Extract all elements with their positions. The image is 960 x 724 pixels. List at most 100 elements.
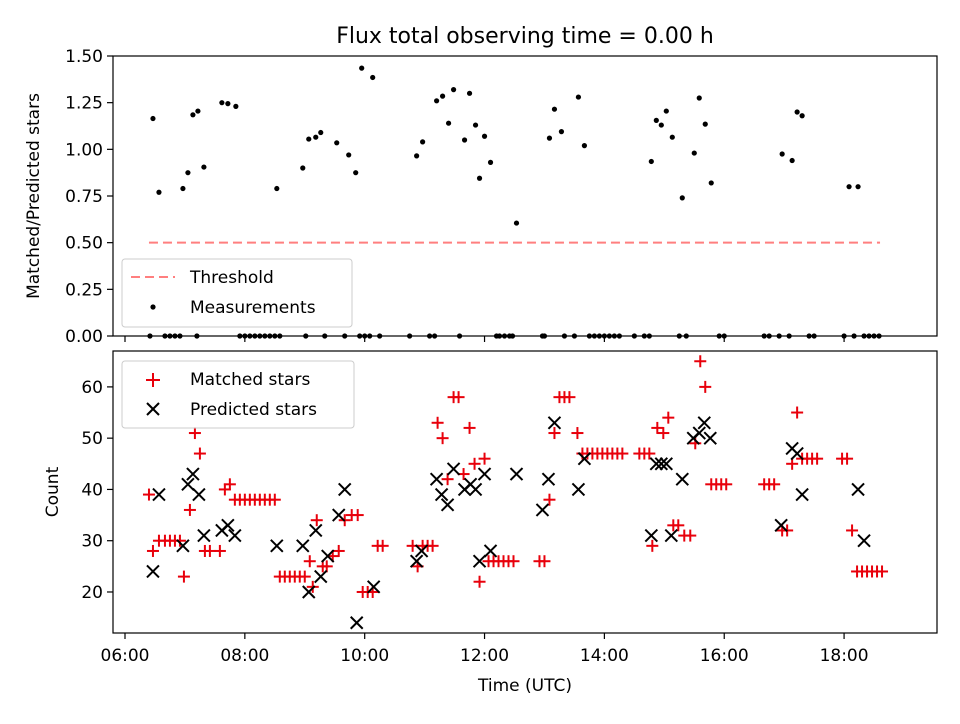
measurement-point — [575, 94, 582, 100]
matched-star-point — [376, 539, 389, 552]
matched-star-point — [473, 575, 486, 588]
matched-star-point — [571, 427, 584, 440]
y-tick-label: 60 — [81, 378, 103, 398]
matched-star-point — [478, 452, 491, 465]
matched-star-point — [441, 473, 454, 486]
predicted-star-point — [446, 462, 461, 476]
y-tick-label: 20 — [81, 583, 103, 603]
predicted-star-point — [857, 534, 871, 548]
y-tick-label: 0.25 — [65, 280, 103, 300]
matched-star-point — [310, 514, 323, 527]
x-tick-label: 08:00 — [220, 646, 269, 666]
legend-matched-swatch — [146, 373, 160, 387]
predicted-star-point — [332, 508, 346, 522]
predicted-star-point — [535, 503, 550, 517]
bottom-y-axis-label: Count — [43, 466, 63, 517]
matched-star-point — [768, 478, 781, 491]
measurement-point — [708, 180, 714, 186]
bottom-legend: Matched stars Predicted stars — [121, 360, 355, 429]
matched-star-point — [684, 529, 697, 542]
matched-star-point — [436, 432, 449, 445]
predicted-star-point — [429, 472, 444, 486]
top-legend: Threshold Measurements — [121, 258, 353, 328]
predicted-star-point — [472, 554, 487, 568]
predicted-star-point — [703, 431, 717, 445]
matched-star-point — [548, 427, 561, 440]
measurement-point — [663, 108, 669, 114]
matched-star-point — [811, 452, 824, 465]
top-y-axis-label: Matched/Predicted stars — [24, 93, 44, 299]
measurement-point — [481, 133, 488, 139]
measurement-point — [696, 95, 702, 101]
y-tick-label: 1.50 — [65, 47, 103, 67]
bottom-plot-frame — [112, 350, 938, 634]
matched-star-point — [351, 509, 364, 522]
measurement-point — [219, 100, 225, 106]
legend-threshold-label: Threshold — [189, 268, 274, 288]
measurement-point — [702, 121, 708, 127]
matched-star-point — [538, 555, 551, 568]
measurement-point — [551, 106, 558, 112]
predicted-star-point — [790, 446, 804, 461]
measurement-point — [318, 129, 324, 136]
legend-predicted-label: Predicted stars — [190, 400, 317, 420]
measurement-point — [653, 117, 659, 123]
chart-title: Flux total observing time = 0.00 h — [336, 24, 714, 49]
measurement-point — [313, 134, 319, 140]
predicted-star-point — [152, 487, 166, 502]
matched-star-point — [223, 478, 236, 491]
predicted-star-point — [338, 482, 352, 497]
matched-star-point — [694, 355, 707, 368]
matched-star-point — [720, 478, 733, 491]
top-x-ticks — [124, 336, 845, 342]
top-legend-box — [121, 258, 353, 328]
measurements-layer — [147, 65, 882, 339]
bottom-x-axis: 06:00 08:00 10:00 12:00 14:00 16:00 18:00 — [101, 633, 869, 666]
matched-star-point — [303, 555, 316, 568]
x-axis-label: Time (UTC) — [477, 676, 572, 696]
predicted-star-point — [296, 539, 310, 553]
measurement-point — [450, 87, 457, 93]
predicted-star-point — [654, 457, 669, 471]
matched-star-point — [563, 391, 576, 404]
legend-measurements-label: Measurements — [190, 298, 316, 318]
bottom-panel: 20 30 40 50 60 06:00 08:00 10:00 12:00 14:00 16:0… — [43, 350, 938, 696]
x-tick-label: 06:00 — [101, 646, 150, 666]
measurement-point — [370, 74, 376, 81]
predicted-star-point — [468, 482, 483, 497]
predicted-star-point — [692, 426, 706, 440]
measurement-point — [359, 65, 365, 71]
measurement-point — [691, 150, 697, 156]
matched-star-point — [183, 503, 196, 516]
x-tick-label: 12:00 — [460, 646, 509, 666]
y-tick-label: 0.50 — [65, 234, 103, 254]
measurement-point — [225, 101, 231, 107]
matched-star-point — [672, 519, 685, 532]
measurement-point — [487, 159, 494, 165]
matched-star-point — [268, 493, 281, 506]
matched-star-point — [543, 493, 556, 506]
predicted-star-point — [270, 539, 284, 553]
predicted-star-point — [541, 472, 556, 486]
matched-star-point — [452, 391, 465, 404]
predicted-star-point — [675, 472, 689, 486]
matched-star-point — [699, 380, 712, 393]
predicted-star-point — [321, 549, 335, 563]
predicted-star-point — [146, 564, 160, 579]
x-tick-label: 10:00 — [340, 646, 389, 666]
y-tick-label: 30 — [81, 532, 103, 552]
legend-matched-label: Matched stars — [190, 370, 310, 390]
matched-star-point — [662, 411, 675, 424]
measurement-point — [346, 152, 352, 158]
matched-star-point — [657, 427, 670, 440]
matched-star-point — [146, 544, 159, 557]
measurement-point — [648, 158, 654, 165]
measurement-point — [300, 165, 306, 171]
predicted-star-point — [659, 457, 674, 471]
matched-star-point — [841, 452, 854, 465]
y-tick-label: 50 — [81, 429, 103, 449]
top-panel: 0.00 0.25 0.50 0.75 1.00 1.25 1.50 Matched/Pre… — [24, 47, 938, 347]
predicted-star-point — [414, 544, 429, 558]
y-tick-label: 40 — [81, 480, 103, 500]
